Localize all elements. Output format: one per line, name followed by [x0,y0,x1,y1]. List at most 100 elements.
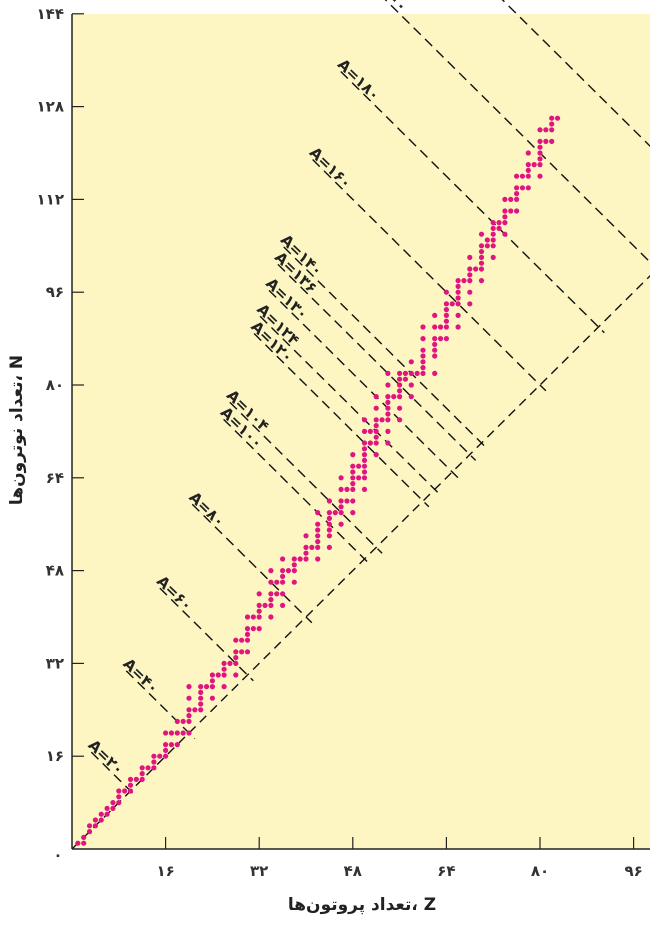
stable-nucleus-point [373,394,379,400]
stable-nucleus-point [86,823,93,829]
stable-nucleus-point [437,336,444,342]
stable-nucleus-point [356,475,362,481]
stable-nucleus-point [303,556,309,562]
stable-nucleus-point [215,672,221,678]
stable-nucleus-point [432,347,438,353]
stable-nucleus-point [537,138,543,144]
stable-nucleus-point [549,138,555,144]
stable-nucleus-point [478,231,485,237]
stable-nucleus-point [233,655,239,661]
stable-nucleus-point [274,591,280,597]
stable-nucleus-point [116,794,122,800]
stable-nucleus-point [443,312,449,318]
stable-nucleus-point [92,817,98,823]
stable-nucleus-point [443,336,449,342]
stable-nuclei-points [75,115,561,846]
stable-nucleus-point [122,788,128,794]
stable-nucleus-point [198,701,204,707]
n-equals-z-dashed-line [71,274,650,850]
stable-nucleus-point [303,533,309,539]
stable-nucleus-point [268,614,274,620]
isobar-dashed-line [259,315,442,496]
y-axis-title: تعداد نوترون‌ها، N [7,355,27,505]
stable-nucleus-point [408,394,414,400]
stable-nucleus-point [98,817,104,823]
stable-nucleus-point [356,463,362,469]
stable-nucleus-point [239,637,245,643]
origin-tick-label: ۰ [53,846,62,864]
stable-nucleus-point [274,579,280,585]
stable-nucleus-point [151,765,157,771]
stable-nucleus-point [338,475,344,481]
stable-nucleus-point [537,156,543,162]
stable-nucleus-point [221,666,227,672]
stable-nucleus-point [256,591,262,597]
stable-nucleus-point [478,243,485,249]
stable-nucleus-point [350,498,356,504]
stable-nucleus-point [525,173,531,179]
stable-nucleus-point [455,295,461,301]
stable-nucleus-point [420,365,426,371]
isobar-dashed-line [223,418,371,566]
stable-nucleus-point [268,602,274,609]
stable-nucleus-point [514,196,520,202]
stable-nucleus-point [280,591,286,597]
stable-nucleus-point [186,684,192,690]
isobar-dashed-line [125,670,196,740]
stable-nucleus-point [104,805,110,812]
stable-nucleus-point [326,533,332,539]
stable-nucleus-point [467,272,473,278]
isobar-dashed-line [501,0,650,148]
stable-nucleus-point [268,591,274,597]
isobar-dashed-line [340,70,605,334]
stable-nucleus-point [350,486,356,492]
stable-nucleus-point [244,626,251,632]
stable-nucleus-point [256,614,262,620]
stable-nucleus-point [437,324,444,330]
stable-nucleus-point [127,782,134,788]
stable-nucleus-point [157,753,163,759]
y-tick-label: ۳۲ [46,654,64,672]
isobar-dashed-line [384,0,650,264]
stable-nucleus-point [484,237,490,243]
stable-nucleus-point [432,353,438,359]
x-tick-label: ۹۶ [624,862,642,880]
stable-nucleus-point [420,347,426,353]
stable-nucleus-point [514,185,520,191]
stable-nucleus-point [455,278,461,284]
stable-nucleus-point [280,573,286,580]
stable-nucleus-point [350,475,356,481]
stable-nucleus-point [432,370,438,376]
stable-nucleus-point [98,811,104,817]
stable-nucleus-point [402,370,409,376]
stable-nucleus-point [514,173,520,179]
stable-nucleus-point [291,579,297,585]
stable-nucleus-point [350,463,356,469]
stable-nucleus-point [104,811,110,817]
stable-nucleus-point [361,457,368,463]
stable-nucleus-point [350,469,356,475]
stable-nucleus-point [315,533,321,539]
stable-nucleus-point [361,428,368,434]
stable-nucleus-point [268,597,274,603]
y-tick-label: ۱۲۸ [37,98,64,116]
stable-nucleus-point [397,394,403,400]
stable-nucleus-point [408,359,414,365]
stable-nucleus-point [519,185,526,191]
stable-nucleus-point [414,370,420,376]
stable-nucleus-point [432,336,438,342]
stable-nucleus-point [127,776,134,783]
stable-nucleus-point [361,475,368,481]
stable-nucleus-point [478,260,485,266]
stable-nucleus-point [478,254,485,260]
stable-nucleus-point [408,382,414,388]
stable-nucleus-point [209,695,215,701]
stable-nucleus-point [478,266,485,272]
stable-nucleus-point [332,509,338,516]
stable-nucleus-point [420,359,426,365]
stable-nucleus-point [385,440,391,446]
stable-nucleus-point [350,509,356,516]
stable-nucleus-point [484,243,490,249]
stable-nucleus-point [221,672,227,678]
stable-nucleus-point [350,452,356,458]
